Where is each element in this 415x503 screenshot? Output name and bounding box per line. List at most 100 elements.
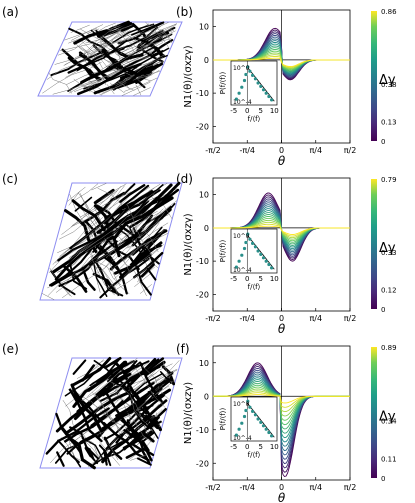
force-chain [62, 253, 117, 298]
inset-point [251, 241, 255, 245]
force-chain [107, 25, 121, 31]
inset-point [234, 265, 238, 269]
force-chain [117, 80, 135, 91]
inset-point [259, 420, 263, 424]
inset-point [244, 240, 248, 245]
chart-panel-d: (d) -π/2 -π/4 0 π/4 π/2 10 0 -10 -20 θ N1(θ)/(σxzγ… [176, 172, 397, 336]
force-chain [70, 356, 112, 387]
inset-x-tick-label: 5 [259, 443, 263, 451]
force-chain [109, 185, 122, 200]
force-chain [55, 254, 113, 293]
force-chain [116, 259, 159, 290]
colorbar-tick-label: 0.38 [381, 81, 397, 89]
force-network [45, 356, 180, 470]
colorbar-tick-label: 0.89 [381, 344, 397, 352]
force-chain [63, 27, 125, 66]
force-chain [132, 26, 159, 43]
force-chain [70, 190, 118, 228]
force-chain [57, 439, 80, 464]
force-chain [68, 388, 103, 443]
x-tick-label: π/4 [309, 146, 322, 155]
force-chain [142, 382, 167, 408]
colorbar [371, 11, 377, 141]
x-tick-label: -π/2 [205, 314, 221, 323]
force-chain [168, 360, 180, 373]
inset-point [253, 77, 257, 81]
y-tick-label: 10 [199, 23, 209, 32]
inset-y-label: P(f/⟨f⟩) [219, 72, 227, 95]
force-chain [72, 183, 99, 202]
force-chain [121, 386, 149, 428]
force-chain [79, 53, 107, 86]
force-chain [52, 229, 112, 274]
force-chain [142, 432, 155, 443]
y-axis-label: N1(θ)/(σxzγ) [183, 45, 194, 107]
force-chain [104, 35, 163, 68]
inset-point [246, 65, 250, 69]
force-chain [52, 223, 107, 265]
force-chain [84, 446, 93, 458]
force-chain [113, 84, 125, 94]
force-chain [109, 381, 145, 423]
inset-point [270, 434, 274, 438]
panel-label-b: (b) [176, 5, 193, 19]
inset-point [240, 253, 244, 257]
inset-point [264, 427, 268, 431]
force-chain [69, 39, 114, 70]
force-chain [72, 388, 108, 430]
force-chain [93, 64, 154, 95]
force-chain [133, 37, 163, 58]
force-chain [101, 357, 165, 397]
force-chain [123, 183, 136, 195]
force-chain [145, 23, 177, 39]
force-chain [91, 46, 156, 79]
y-tick-label: -20 [196, 122, 209, 131]
force-chain [135, 402, 147, 433]
inset-point [256, 81, 260, 85]
inset-point [244, 72, 248, 77]
colorbar-tick-label: 0.34 [381, 417, 397, 425]
y-tick-label: 10 [199, 359, 209, 368]
force-chain [125, 57, 164, 80]
inset-y-tick-label: 10^0 [233, 401, 250, 408]
colorbar [371, 179, 377, 309]
force-chain [68, 191, 81, 206]
force-chain [116, 194, 131, 210]
force-chain [76, 62, 142, 96]
force-chain [141, 227, 159, 253]
inset-x-label: f/⟨f⟩ [248, 115, 261, 123]
inset-point [248, 237, 252, 241]
force-chain [119, 253, 152, 279]
force-chain [162, 360, 169, 376]
force-chain [102, 421, 150, 462]
force-chain [86, 244, 122, 286]
force-chain [92, 261, 108, 297]
x-axis-label: θ [278, 322, 286, 336]
inset-x-tick-label: -5 [230, 107, 237, 115]
force-chain [135, 54, 166, 72]
y-tick-label: -10 [196, 89, 209, 98]
x-tick-label: π/4 [309, 483, 322, 492]
colorbar-tick-label: 0.13 [381, 119, 397, 127]
force-chain [61, 196, 117, 235]
force-chain [82, 191, 126, 224]
force-chain [74, 196, 93, 212]
force-chain [94, 392, 123, 442]
force-chain [106, 84, 115, 95]
inset-point [248, 405, 252, 409]
x-tick-label: -π/2 [205, 146, 221, 155]
inset-x-tick-label: 10 [270, 443, 279, 451]
network-panel-c: (c) [2, 172, 183, 301]
force-chain [112, 23, 155, 44]
inset-point [253, 413, 257, 417]
force-chain [57, 219, 122, 262]
panel-label-a: (a) [2, 5, 19, 19]
inset-point [237, 427, 241, 431]
force-chain [104, 191, 132, 206]
force-chain [69, 264, 88, 290]
force-chain [153, 372, 172, 387]
force-chain [118, 183, 173, 224]
force-chain [97, 49, 155, 75]
inset-y-tick-label: 10^0 [233, 65, 250, 72]
force-chain [152, 24, 173, 40]
